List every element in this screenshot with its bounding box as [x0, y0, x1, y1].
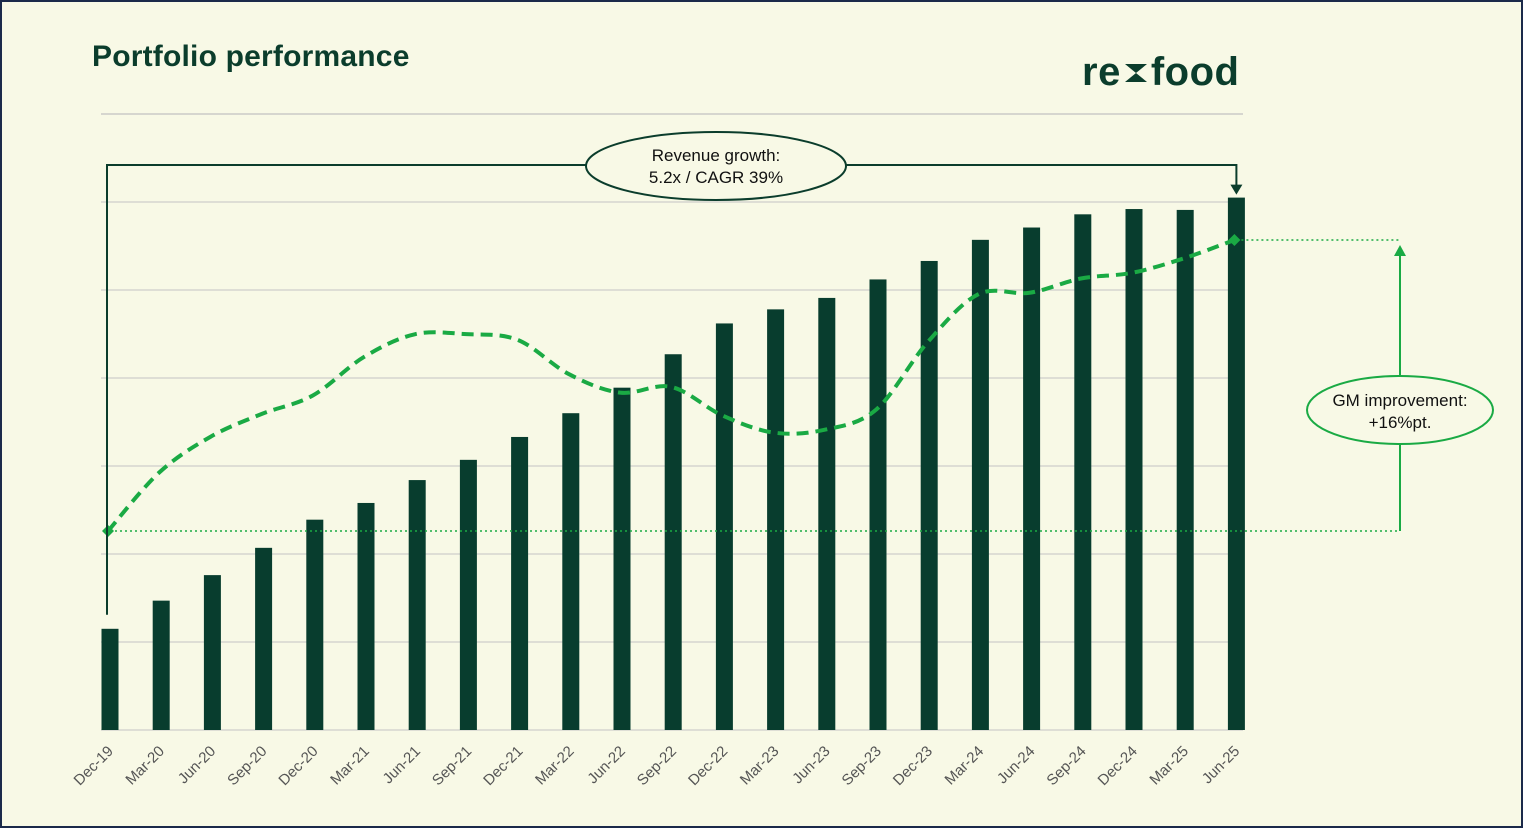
revenue-callout-line2: 5.2x / CAGR 39% — [649, 168, 783, 187]
x-tick-label: Jun-21 — [380, 743, 424, 787]
gm-callout-line1: GM improvement: — [1332, 391, 1467, 410]
logo-text-left: re — [1082, 50, 1121, 94]
revenue-bar — [255, 547, 273, 730]
x-tick-label: Dec-24 — [1095, 743, 1141, 789]
x-tick-label: Sep-24 — [1043, 743, 1089, 789]
gm-improvement-callout: GM improvement: +16%pt. — [1306, 375, 1494, 445]
revenue-bar — [357, 502, 375, 730]
revenue-bar — [203, 575, 221, 730]
x-tick-label: Mar-25 — [1146, 743, 1192, 789]
revenue-bars — [101, 197, 1245, 731]
revenue-bar — [715, 323, 733, 730]
revenue-bar — [511, 436, 529, 730]
x-tick-label: Mar-24 — [942, 743, 988, 789]
x-tick-label: Jun-20 — [175, 743, 219, 787]
revenue-bar — [971, 239, 989, 730]
revenue-bar — [767, 309, 785, 730]
x-tick-label: Dec-21 — [480, 743, 526, 789]
revenue-bar — [1074, 214, 1092, 730]
revenue-bar — [1227, 197, 1245, 731]
x-tick-label: Sep-21 — [429, 743, 475, 789]
x-tick-label: Jun-22 — [584, 743, 628, 787]
chart-gridlines — [101, 201, 1243, 731]
gm-guides — [110, 239, 1400, 532]
page-title: Portfolio performance — [92, 40, 410, 73]
revenue-bar — [869, 279, 887, 730]
x-tick-label: Dec-19 — [71, 743, 117, 789]
x-tick-label: Mar-20 — [122, 743, 168, 789]
revenue-bar — [920, 260, 938, 730]
gm-end-marker — [1228, 234, 1241, 246]
x-tick-label: Jun-24 — [994, 743, 1038, 787]
x-tick-label: Sep-23 — [839, 743, 885, 789]
revenue-bar — [1176, 209, 1194, 731]
gm-callout-line2: +16%pt. — [1369, 413, 1432, 432]
revenue-growth-callout: Revenue growth: 5.2x / CAGR 39% — [585, 131, 847, 201]
revenue-bar — [1125, 209, 1143, 731]
x-tick-label: Mar-21 — [327, 743, 373, 789]
revenue-bar — [101, 628, 119, 730]
x-tick-label: Sep-20 — [224, 743, 270, 789]
hourglass-icon — [1124, 63, 1147, 82]
logo-text-right: food — [1150, 50, 1240, 94]
x-tick-label: Mar-23 — [737, 743, 783, 789]
x-tick-label: Jun-23 — [789, 743, 833, 787]
brand-logo: re food — [1082, 50, 1239, 95]
revenue-bar — [664, 354, 682, 730]
x-axis-labels: Dec-19 Mar-20 Jun-20 Sep-20 Dec-20 Mar-21 Jun-… — [71, 743, 1244, 789]
revenue-bar — [818, 297, 836, 730]
revenue-bar — [152, 600, 170, 730]
revenue-bar — [562, 413, 580, 730]
revenue-bar — [408, 480, 426, 730]
x-tick-label: Dec-23 — [890, 743, 936, 789]
x-tick-label: Sep-22 — [634, 743, 680, 789]
revenue-callout-line1: Revenue growth: — [652, 146, 781, 165]
x-tick-label: Mar-22 — [532, 743, 578, 789]
x-tick-label: Dec-22 — [685, 743, 731, 789]
revenue-bar — [1023, 227, 1041, 730]
x-tick-label: Jun-25 — [1199, 743, 1243, 787]
revenue-bar — [306, 519, 324, 730]
gm-line — [106, 238, 1236, 533]
revenue-bar — [613, 387, 631, 730]
x-tick-label: Dec-20 — [275, 743, 321, 789]
revenue-bar — [459, 459, 477, 730]
